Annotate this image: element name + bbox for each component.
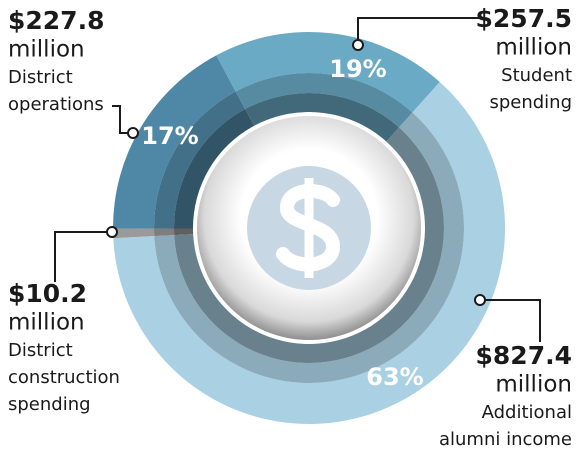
- donut: [113, 32, 506, 425]
- percent-label: 19%: [329, 55, 386, 83]
- value-label: $827.4: [476, 341, 572, 370]
- labels: $10.2millionDistrictconstructionspending…: [8, 4, 572, 450]
- value-label: $257.5: [476, 4, 572, 33]
- value-label: $10.2: [8, 279, 87, 308]
- callout-line: [480, 299, 541, 342]
- callout-line: [357, 17, 482, 45]
- category-label: construction: [8, 367, 120, 388]
- unit-label: million: [495, 372, 572, 398]
- inner-slice: [235, 73, 413, 128]
- callout-line: [54, 231, 112, 282]
- inner-slice: [154, 112, 465, 383]
- slice: [113, 81, 506, 425]
- callout-dot: [127, 127, 139, 139]
- category-label: District: [8, 340, 73, 361]
- callout-dot: [352, 39, 364, 51]
- inner-slice: [154, 228, 175, 237]
- unit-label: million: [8, 37, 85, 63]
- inner-slice: [245, 93, 400, 142]
- percent-label: 63%: [366, 363, 423, 391]
- inner-slice: [174, 228, 194, 236]
- callout-dot: [474, 294, 486, 306]
- percent-label: 17%: [141, 122, 198, 150]
- category-label: Additional: [482, 402, 572, 423]
- inner-slice: [174, 109, 255, 229]
- callout-dot: [106, 226, 118, 238]
- slice: [113, 228, 155, 239]
- callout-line: [112, 105, 133, 134]
- unit-label: million: [495, 35, 572, 61]
- inner-slice: [154, 91, 246, 229]
- slice: [216, 32, 440, 113]
- dollar-icon: [247, 166, 371, 290]
- inner-slice: [174, 127, 445, 364]
- value-label: $227.8: [8, 6, 104, 35]
- slice: [113, 55, 236, 229]
- category-label: operations: [8, 94, 104, 115]
- unit-label: million: [8, 310, 85, 336]
- category-label: spending: [8, 394, 91, 415]
- category-label: District: [8, 67, 73, 88]
- category-label: spending: [489, 92, 572, 113]
- category-label: alumni income: [439, 429, 572, 450]
- category-label: Student: [501, 65, 572, 86]
